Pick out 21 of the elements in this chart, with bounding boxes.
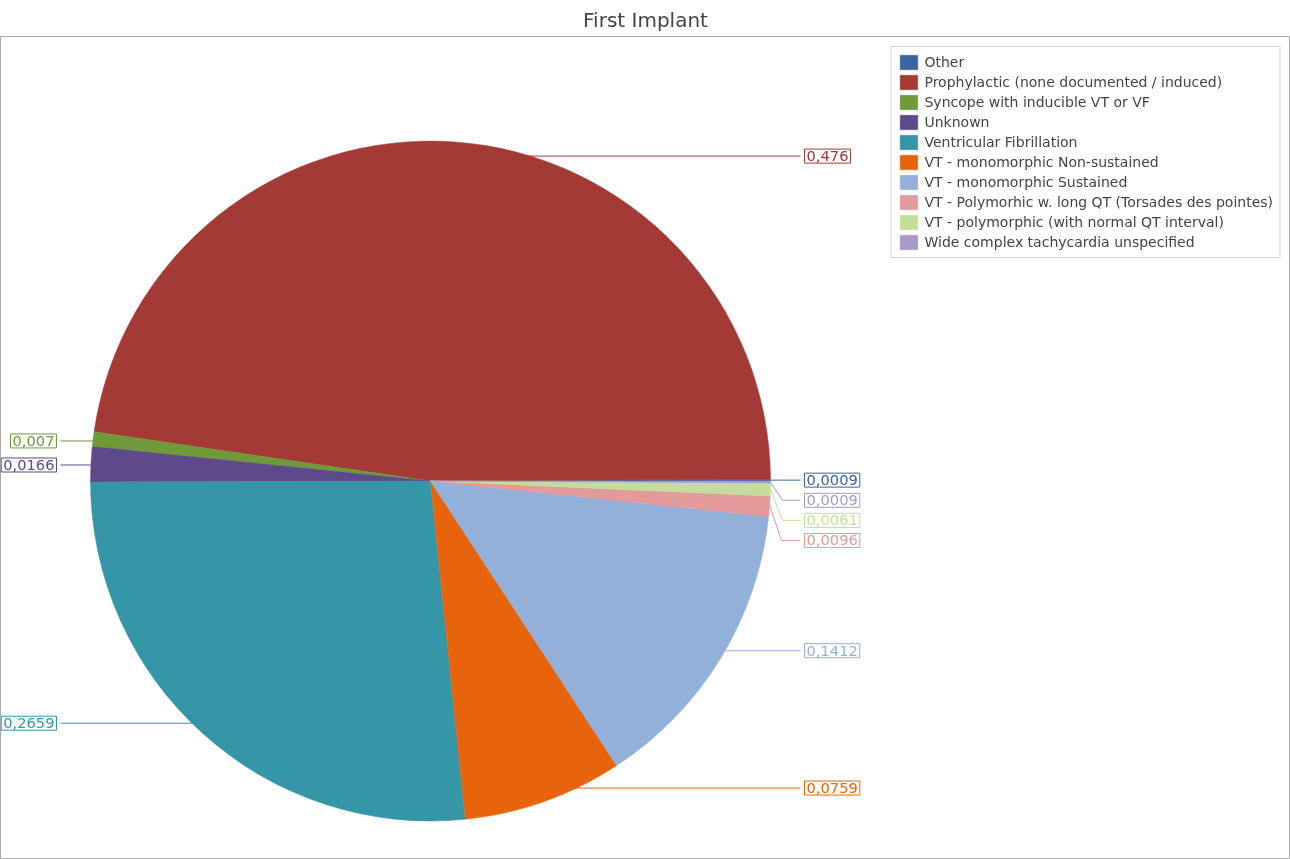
data-label: 0,0759 — [806, 779, 858, 797]
legend-label: VT - polymorphic (with normal QT interval) — [924, 213, 1224, 231]
data-label: 0,007 — [12, 431, 55, 449]
data-label: 0,476 — [806, 147, 849, 165]
legend-label: Syncope with inducible VT or VF — [924, 93, 1150, 111]
legend-label: VT - monomorphic Non-sustained — [924, 153, 1159, 171]
data-label: 0,1412 — [806, 641, 858, 659]
legend-label: Other — [924, 53, 965, 71]
data-label: 0,0096 — [806, 531, 858, 549]
legend-label: Ventricular Fibrillation — [924, 133, 1078, 151]
legend-label: VT - Polymorhic w. long QT (Torsades des pointes) — [924, 193, 1273, 211]
legend-label: VT - monomorphic Sustained — [924, 173, 1128, 191]
chart-title: First Implant — [583, 7, 709, 32]
data-label: 0,0061 — [806, 511, 858, 529]
legend-label: Unknown — [924, 113, 990, 131]
legend-label: Wide complex tachycardia unspecified — [924, 233, 1195, 251]
data-label: 0,0009 — [806, 491, 858, 509]
data-label: 0,0009 — [806, 471, 858, 489]
data-label: 0,0166 — [3, 456, 55, 473]
data-label: 0,2659 — [3, 714, 55, 732]
legend-label: Prophylactic (none documented / induced) — [924, 73, 1223, 91]
